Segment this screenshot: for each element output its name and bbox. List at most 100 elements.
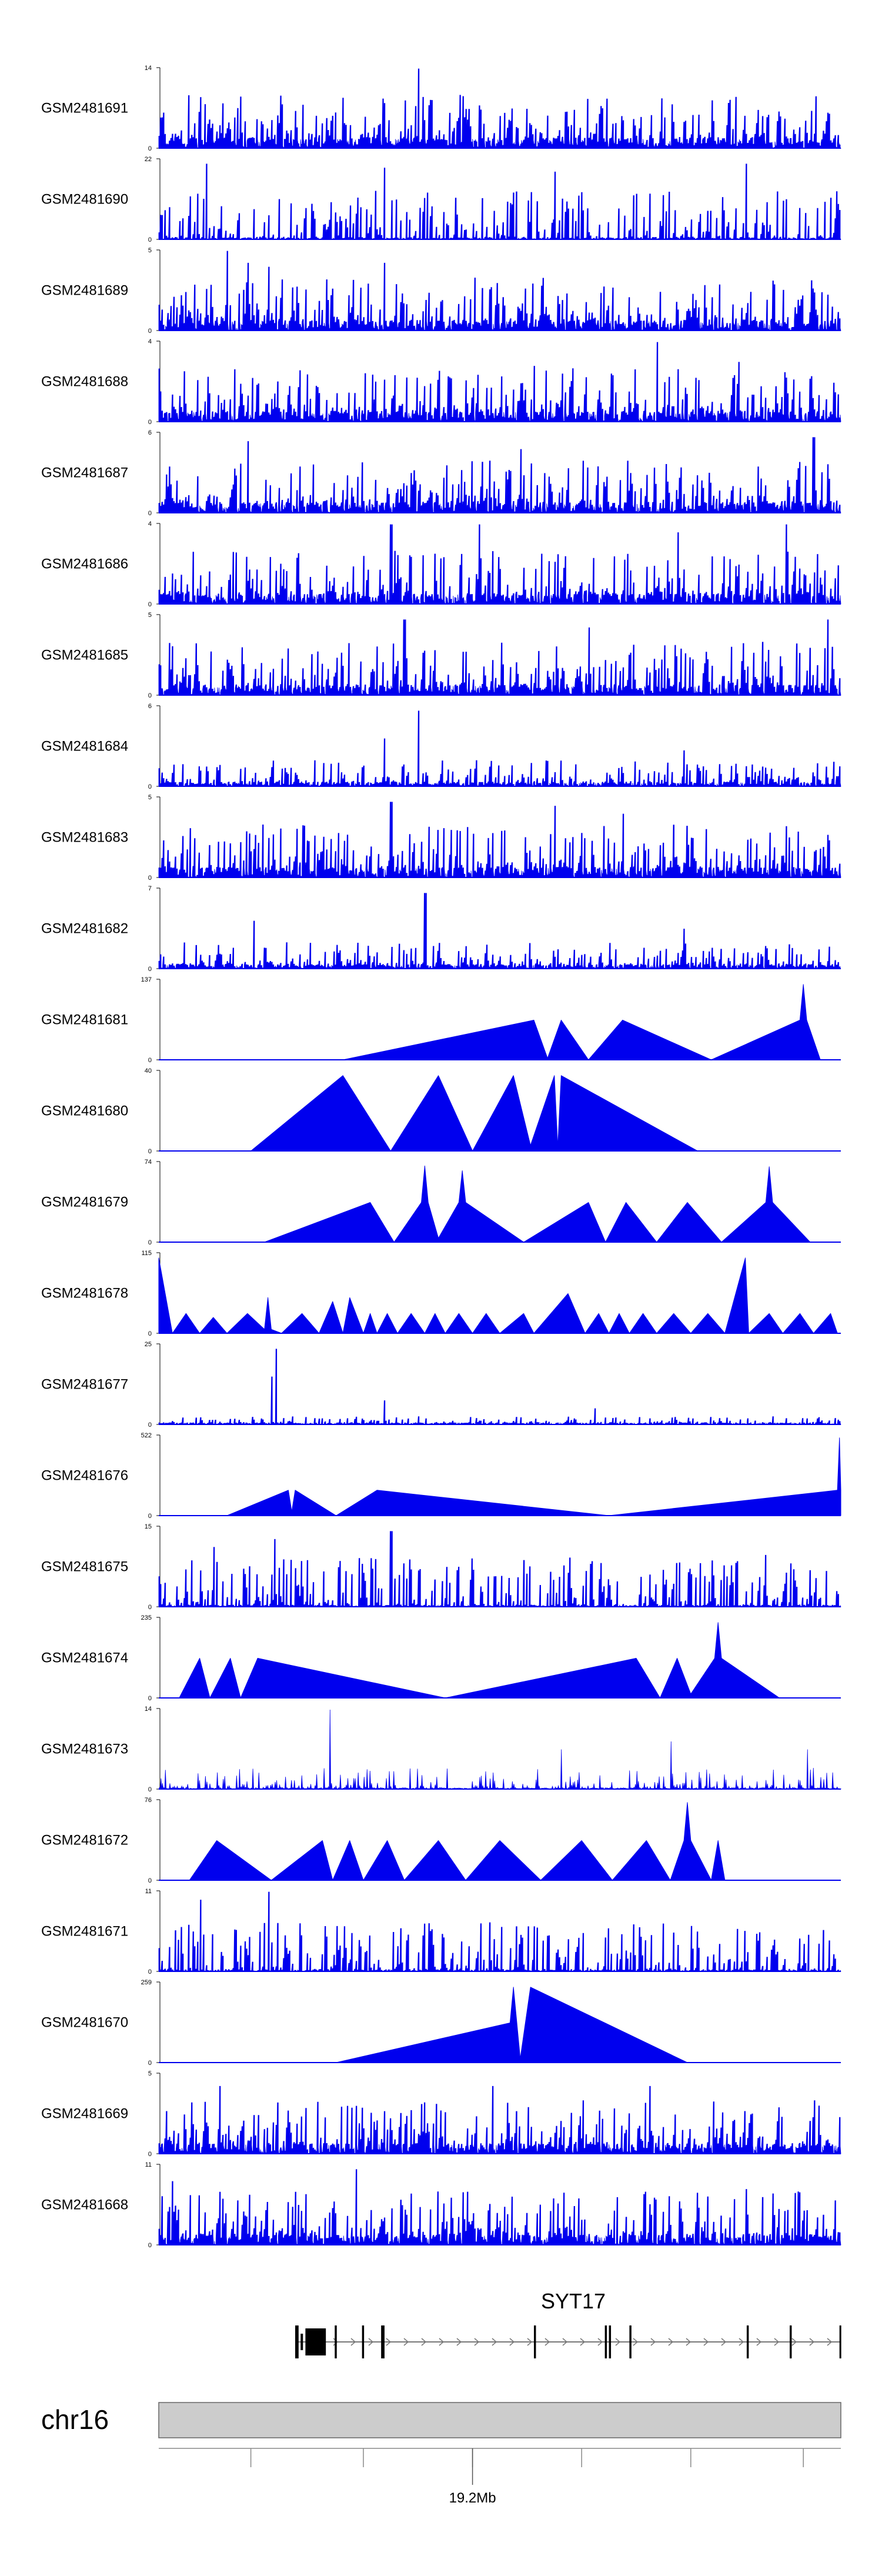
strand-chevron-icon bbox=[386, 2338, 392, 2346]
track-label: GSM2481673 bbox=[41, 1741, 128, 1757]
y-min-label: 0 bbox=[148, 1057, 152, 1064]
position-label: 19.2Mb bbox=[449, 2490, 496, 2506]
coverage-area bbox=[342, 984, 821, 1060]
coverage-area bbox=[226, 1437, 841, 1516]
gene-utr bbox=[300, 2334, 303, 2350]
track-label: GSM2481674 bbox=[41, 1650, 128, 1666]
coverage-area bbox=[158, 342, 841, 422]
track-GSM2481674: GSM2481674 235 0 bbox=[41, 1614, 841, 1702]
track-GSM2481671: GSM2481671 11 0 bbox=[41, 1888, 841, 1976]
strand-chevron-icon bbox=[809, 2338, 815, 2346]
strand-chevron-icon bbox=[686, 2338, 691, 2346]
y-min-label: 0 bbox=[148, 1786, 152, 1793]
chromosome-band bbox=[158, 2402, 841, 2438]
track-GSM2481689: GSM2481689 5 0 bbox=[41, 247, 841, 335]
y-min-label: 0 bbox=[148, 1695, 152, 1702]
y-max-label: 5 bbox=[148, 794, 152, 801]
y-min-label: 0 bbox=[148, 1604, 152, 1611]
coverage-area bbox=[158, 437, 841, 514]
coverage-area bbox=[158, 802, 841, 878]
coverage-area bbox=[179, 1622, 780, 1699]
strand-chevron-icon bbox=[456, 2338, 462, 2346]
strand-chevron-icon bbox=[739, 2338, 744, 2346]
y-min-label: 0 bbox=[148, 328, 152, 335]
track-label: GSM2481669 bbox=[41, 2106, 128, 2122]
y-min-label: 0 bbox=[148, 1239, 152, 1246]
track-label: GSM2481685 bbox=[41, 648, 128, 663]
y-max-label: 6 bbox=[148, 429, 152, 436]
y-max-label: 522 bbox=[141, 1432, 152, 1439]
track-GSM2481677: GSM2481677 25 0 bbox=[41, 1341, 841, 1429]
y-max-label: 115 bbox=[141, 1250, 152, 1257]
gene-exon bbox=[534, 2325, 536, 2358]
chromosome-label: chr16 bbox=[41, 2404, 109, 2435]
gene-model: SYT17 bbox=[295, 2289, 841, 2358]
y-max-label: 40 bbox=[145, 1067, 152, 1075]
strand-chevron-icon bbox=[527, 2338, 533, 2346]
y-min-label: 0 bbox=[148, 966, 152, 973]
track-label: GSM2481682 bbox=[41, 921, 128, 937]
y-max-label: 74 bbox=[145, 1159, 152, 1166]
strand-chevron-icon bbox=[827, 2338, 833, 2346]
gene-exon bbox=[839, 2325, 841, 2358]
track-GSM2481672: GSM2481672 76 0 bbox=[41, 1797, 841, 1884]
strand-chevron-icon bbox=[791, 2338, 797, 2346]
gene-exon bbox=[305, 2328, 326, 2355]
y-max-label: 14 bbox=[145, 65, 152, 72]
strand-chevron-icon bbox=[597, 2338, 603, 2346]
y-min-label: 0 bbox=[148, 145, 152, 152]
y-max-label: 259 bbox=[141, 1979, 152, 1986]
strand-chevron-icon bbox=[474, 2338, 480, 2346]
y-max-label: 5 bbox=[148, 612, 152, 619]
y-max-label: 4 bbox=[148, 520, 152, 528]
track-GSM2481690: GSM2481690 22 0 bbox=[41, 156, 841, 243]
gene-exon bbox=[335, 2325, 337, 2358]
track-label: GSM2481689 bbox=[41, 283, 128, 299]
track-GSM2481680: GSM2481680 40 0 bbox=[41, 1067, 841, 1155]
track-GSM2481684: GSM2481684 6 0 bbox=[41, 703, 841, 790]
y-min-label: 0 bbox=[148, 1330, 152, 1337]
coverage-area bbox=[264, 1165, 811, 1243]
track-GSM2481686: GSM2481686 4 0 bbox=[41, 520, 841, 608]
strand-chevron-icon bbox=[668, 2338, 674, 2346]
strand-chevron-icon bbox=[368, 2338, 374, 2346]
track-label: GSM2481678 bbox=[41, 1286, 128, 1302]
track-label: GSM2481680 bbox=[41, 1103, 128, 1119]
strand-chevron-icon bbox=[615, 2338, 621, 2346]
y-max-label: 15 bbox=[145, 1523, 152, 1530]
y-max-label: 11 bbox=[145, 1888, 152, 1895]
track-label: GSM2481687 bbox=[41, 465, 128, 481]
track-GSM2481668: GSM2481668 11 0 bbox=[41, 2161, 841, 2249]
gene-exon bbox=[295, 2325, 299, 2358]
track-label: GSM2481686 bbox=[41, 556, 128, 572]
track-GSM2481681: GSM2481681 137 0 bbox=[41, 976, 841, 1064]
track-GSM2481676: GSM2481676 522 0 bbox=[41, 1432, 841, 1520]
y-min-label: 0 bbox=[148, 1513, 152, 1520]
y-max-label: 5 bbox=[148, 2070, 152, 2077]
gene-exon bbox=[629, 2325, 632, 2358]
coverage-area bbox=[158, 1349, 841, 1426]
strand-chevron-icon bbox=[509, 2338, 515, 2346]
track-label: GSM2481676 bbox=[41, 1468, 128, 1484]
y-min-label: 0 bbox=[148, 510, 152, 517]
track-GSM2481688: GSM2481688 4 0 bbox=[41, 338, 841, 426]
strand-chevron-icon bbox=[774, 2338, 780, 2346]
track-label: GSM2481690 bbox=[41, 192, 128, 208]
y-min-label: 0 bbox=[148, 1422, 152, 1429]
coverage-area bbox=[158, 68, 841, 149]
y-min-label: 0 bbox=[148, 783, 152, 790]
coverage-area bbox=[158, 893, 841, 970]
strand-chevron-icon bbox=[421, 2338, 427, 2346]
track-label: GSM2481691 bbox=[41, 101, 128, 116]
y-min-label: 0 bbox=[148, 1148, 152, 1155]
track-GSM2481673: GSM2481673 14 0 bbox=[41, 1706, 841, 1793]
track-label: GSM2481683 bbox=[41, 830, 128, 846]
y-min-label: 0 bbox=[148, 601, 152, 608]
chromosome-axis: chr16 19.2Mb bbox=[41, 2402, 841, 2506]
track-GSM2481678: GSM2481678 115 0 bbox=[41, 1250, 841, 1337]
y-min-label: 0 bbox=[148, 236, 152, 243]
track-label: GSM2481675 bbox=[41, 1559, 128, 1575]
track-label: GSM2481679 bbox=[41, 1194, 128, 1210]
track-GSM2481679: GSM2481679 74 0 bbox=[41, 1159, 841, 1246]
